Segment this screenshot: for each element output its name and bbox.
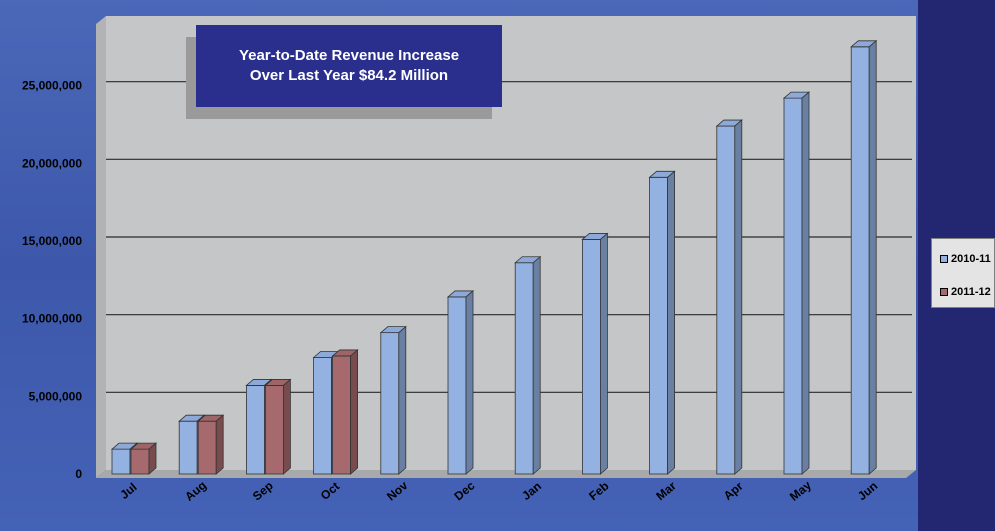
revenue-bar-chart: 0 5,000,000 10,000,000 15,000,000 20,000,000… [22, 16, 916, 504]
bar-2011-12 [197, 414, 225, 475]
bar-2010-11 [581, 232, 609, 475]
callout-line-1: Year-to-Date Revenue Increase [238, 47, 460, 64]
legend-swatch-2010-11 [940, 255, 948, 263]
plot-side-wall [96, 16, 106, 478]
bar-2010-11 [850, 39, 878, 475]
y-tick-label: 10,000,000 [22, 312, 82, 326]
legend-label-2010-11: 2010-11 [951, 253, 991, 265]
x-tick-label: Oct [318, 479, 342, 503]
y-tick-label: 20,000,000 [22, 156, 82, 170]
x-tick-label: Sep [250, 478, 276, 503]
bar-2010-11 [648, 170, 676, 475]
y-tick-label: 5,000,000 [29, 389, 83, 403]
y-tick-label: 15,000,000 [22, 234, 82, 248]
bar-2010-11 [514, 255, 542, 475]
x-tick-label: Feb [586, 479, 611, 503]
legend-item-2011-12: 2011-12 [940, 286, 991, 298]
bar-2010-11 [446, 290, 475, 475]
legend-item-2010-11: 2010-11 [940, 253, 991, 265]
x-tick-label: Nov [384, 478, 411, 504]
legend-label-2011-12: 2011-12 [951, 286, 991, 298]
x-tick-label: Aug [182, 478, 209, 504]
x-tick-label: May [787, 478, 814, 504]
bar-2010-11 [782, 91, 811, 475]
revenue-callout-box: Year-to-Date Revenue Increase Over Last … [196, 25, 502, 107]
x-tick-label: Mar [653, 479, 679, 504]
chart-legend: 2010-11 2011-12 [931, 238, 995, 308]
x-tick-label: Jul [117, 480, 139, 502]
y-tick-label: 0 [75, 467, 82, 481]
bar-2011-12 [264, 378, 292, 475]
bar-2010-11 [715, 119, 743, 475]
x-tick-label: Jun [855, 479, 880, 503]
legend-swatch-2011-12 [940, 288, 948, 296]
x-tick-label: Dec [451, 478, 477, 503]
x-tick-label: Jan [519, 479, 544, 503]
y-tick-label: 25,000,000 [22, 79, 82, 93]
bar-2010-11 [379, 325, 407, 475]
bar-2011-12 [331, 349, 359, 475]
bar-2011-12 [129, 442, 158, 475]
plot-back-wall [106, 16, 916, 470]
callout-line-2: Over Last Year $84.2 Million [249, 67, 449, 84]
plot-floor [96, 470, 916, 478]
x-tick-label: Apr [721, 479, 746, 503]
